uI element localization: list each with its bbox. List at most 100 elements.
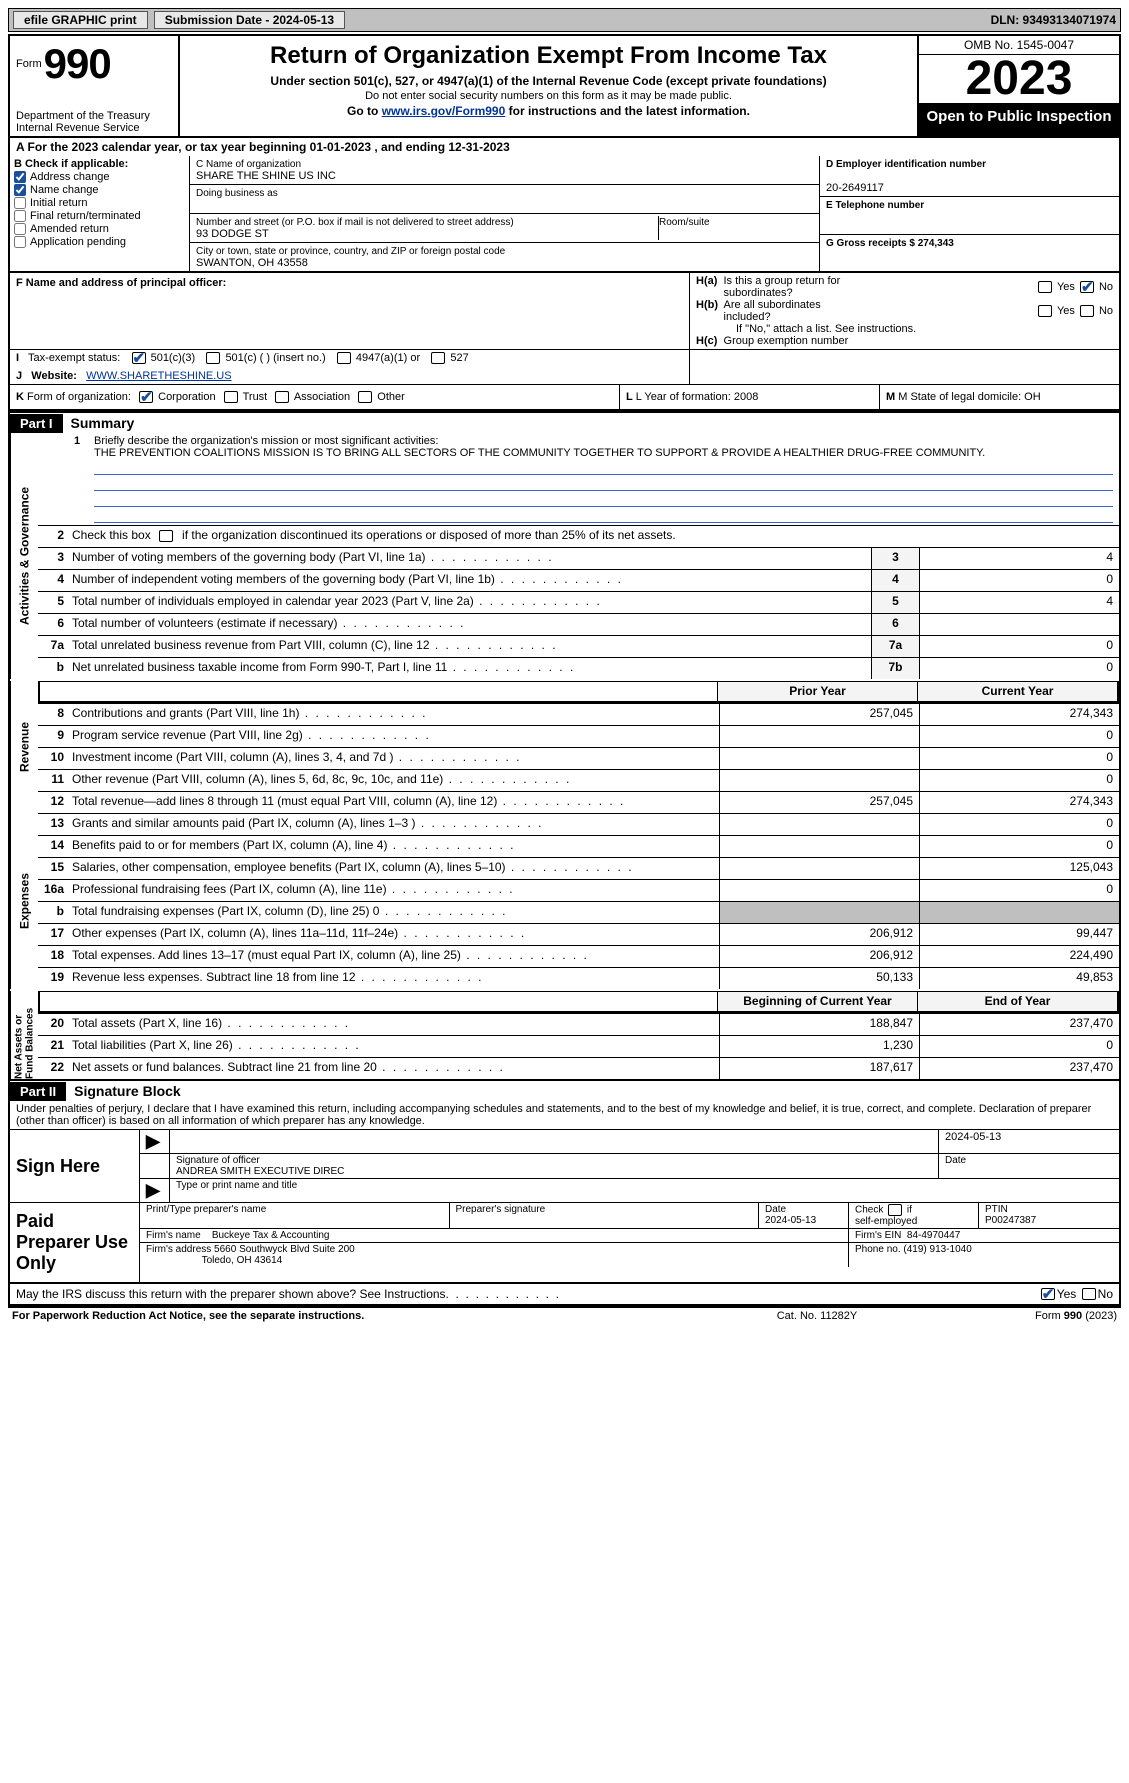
part1-body: Activities & Governance 1 Briefly descri… xyxy=(8,433,1121,1081)
sign-here-label: Sign Here xyxy=(10,1130,140,1202)
summary-row: 11Other revenue (Part VIII, column (A), … xyxy=(38,769,1119,791)
may-no-checkbox[interactable] xyxy=(1082,1288,1096,1300)
prep-date: 2024-05-13 xyxy=(765,1215,816,1226)
firm-address: 5660 Southwyck Blvd Suite 200 xyxy=(214,1244,355,1255)
part1-header: Part I xyxy=(10,414,63,433)
part2-header: Part II xyxy=(10,1082,66,1101)
may-discuss-row: May the IRS discuss this return with the… xyxy=(8,1284,1121,1306)
paid-preparer-label: Paid Preparer Use Only xyxy=(10,1203,140,1282)
open-inspection-badge: Open to Public Inspection xyxy=(919,104,1119,136)
block-b-to-g: B Check if applicable: Address change Na… xyxy=(8,156,1121,273)
part1-title: Summary xyxy=(63,413,143,433)
row-a-tax-year: A For the 2023 calendar year, or tax yea… xyxy=(8,138,1121,156)
summary-row: 10Investment income (Part VIII, column (… xyxy=(38,747,1119,769)
summary-row: 4Number of independent voting members of… xyxy=(38,569,1119,591)
boxb-item: Final return/terminated xyxy=(14,210,185,222)
summary-row: 9Program service revenue (Part VIII, lin… xyxy=(38,725,1119,747)
gov-side-label: Activities & Governance xyxy=(10,433,38,679)
summary-row: 19Revenue less expenses. Subtract line 1… xyxy=(38,967,1119,989)
may-yes-checkbox[interactable] xyxy=(1041,1288,1055,1300)
efile-print-button[interactable]: efile GRAPHIC print xyxy=(13,11,148,29)
discontinued-checkbox[interactable] xyxy=(159,530,173,542)
row-i-j: I Tax-exempt status: 501(c)(3) 501(c) ( … xyxy=(8,350,1121,385)
department-label: Department of the Treasury Internal Reve… xyxy=(16,110,172,134)
boxb-checkbox[interactable] xyxy=(14,236,26,248)
firm-phone: (419) 913-1040 xyxy=(903,1244,971,1255)
year-formation: L L Year of formation: 2008 xyxy=(619,385,879,409)
boxb-item: Amended return xyxy=(14,223,185,235)
mission-text: THE PREVENTION COALITIONS MISSION IS TO … xyxy=(94,447,985,459)
ha-no-checkbox[interactable] xyxy=(1080,281,1094,293)
boxb-checkbox[interactable] xyxy=(14,171,26,183)
ptin: P00247387 xyxy=(985,1215,1036,1226)
boxb-item: Initial return xyxy=(14,197,185,209)
boxb-item: Address change xyxy=(14,171,185,183)
summary-row: 7aTotal unrelated business revenue from … xyxy=(38,635,1119,657)
501c3-checkbox[interactable] xyxy=(132,352,146,364)
501c-other-checkbox[interactable] xyxy=(206,352,220,364)
4947-checkbox[interactable] xyxy=(337,352,351,364)
dln-label: DLN: 93493134071974 xyxy=(991,13,1116,27)
top-bar: efile GRAPHIC print Submission Date - 20… xyxy=(8,8,1121,32)
city-state-zip: SWANTON, OH 43558 xyxy=(196,257,308,269)
box-d-e-g: D Employer identification number 20-2649… xyxy=(819,156,1119,271)
boxb-item: Application pending xyxy=(14,236,185,248)
officer-name: ANDREA SMITH EXECUTIVE DIREC xyxy=(176,1166,344,1177)
summary-row: 15Salaries, other compensation, employee… xyxy=(38,857,1119,879)
box-h: H(a) Is this a group return for subordin… xyxy=(689,273,1119,349)
hb-no-checkbox[interactable] xyxy=(1080,305,1094,317)
boxb-checkbox[interactable] xyxy=(14,184,26,196)
summary-row: 13Grants and similar amounts paid (Part … xyxy=(38,813,1119,835)
summary-row: bNet unrelated business taxable income f… xyxy=(38,657,1119,679)
527-checkbox[interactable] xyxy=(431,352,445,364)
part2-title: Signature Block xyxy=(66,1081,189,1101)
assoc-checkbox[interactable] xyxy=(275,391,289,403)
trust-checkbox[interactable] xyxy=(224,391,238,403)
other-checkbox[interactable] xyxy=(358,391,372,403)
summary-row: 8Contributions and grants (Part VIII, li… xyxy=(38,703,1119,725)
submission-date: Submission Date - 2024-05-13 xyxy=(154,11,345,29)
row-f-h: F Name and address of principal officer:… xyxy=(8,273,1121,350)
tax-year: 2023 xyxy=(919,55,1119,104)
sig-date: 2024-05-13 xyxy=(939,1130,1119,1153)
firm-ein: 84-4970447 xyxy=(907,1230,960,1241)
perjury-declaration: Under penalties of perjury, I declare th… xyxy=(10,1101,1119,1129)
corp-checkbox[interactable] xyxy=(139,391,153,403)
summary-row: 5Total number of individuals employed in… xyxy=(38,591,1119,613)
summary-row: 22Net assets or fund balances. Subtract … xyxy=(38,1057,1119,1079)
hc-cell xyxy=(689,350,1119,384)
section-text: Under section 501(c), 527, or 4947(a)(1)… xyxy=(188,74,909,88)
page-footer: For Paperwork Reduction Act Notice, see … xyxy=(8,1306,1121,1324)
summary-row: 6Total number of volunteers (estimate if… xyxy=(38,613,1119,635)
exp-side-label: Expenses xyxy=(10,813,38,989)
summary-row: bTotal fundraising expenses (Part IX, co… xyxy=(38,901,1119,923)
box-f-label: F Name and address of principal officer: xyxy=(16,277,226,289)
org-name: SHARE THE SHINE US INC xyxy=(196,170,336,182)
boxb-item: Name change xyxy=(14,184,185,196)
website-link[interactable]: WWW.SHARETHESHINE.US xyxy=(86,370,231,382)
boxb-checkbox[interactable] xyxy=(14,223,26,235)
irs-link[interactable]: www.irs.gov/Form990 xyxy=(382,104,506,118)
form-number: Form 990 xyxy=(16,40,172,88)
firm-name: Buckeye Tax & Accounting xyxy=(212,1230,330,1241)
self-employed-checkbox[interactable] xyxy=(888,1204,902,1216)
goto-line: Go to www.irs.gov/Form990 for instructio… xyxy=(188,104,909,118)
summary-row: 20Total assets (Part X, line 16)188,8472… xyxy=(38,1013,1119,1035)
state-domicile: M M State of legal domicile: OH xyxy=(879,385,1119,409)
signature-block: Under penalties of perjury, I declare th… xyxy=(8,1101,1121,1284)
form-header: Form 990 Department of the Treasury Inte… xyxy=(8,34,1121,138)
ssn-note: Do not enter social security numbers on … xyxy=(188,90,909,102)
summary-row: 12Total revenue—add lines 8 through 11 (… xyxy=(38,791,1119,813)
hb-yes-checkbox[interactable] xyxy=(1038,305,1052,317)
ein: 20-2649117 xyxy=(826,182,884,194)
net-side-label: Net Assets or Fund Balances xyxy=(10,991,38,1079)
summary-row: 18Total expenses. Add lines 13–17 (must … xyxy=(38,945,1119,967)
box-b: B Check if applicable: Address change Na… xyxy=(10,156,190,271)
ha-yes-checkbox[interactable] xyxy=(1038,281,1052,293)
boxb-checkbox[interactable] xyxy=(14,197,26,209)
gross-receipts: 274,343 xyxy=(918,238,954,249)
boxb-checkbox[interactable] xyxy=(14,210,26,222)
summary-row: 16aProfessional fundraising fees (Part I… xyxy=(38,879,1119,901)
summary-row: 3Number of voting members of the governi… xyxy=(38,547,1119,569)
street-address: 93 DODGE ST xyxy=(196,228,269,240)
